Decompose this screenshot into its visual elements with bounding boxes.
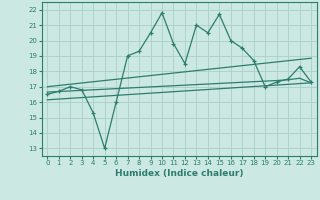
X-axis label: Humidex (Indice chaleur): Humidex (Indice chaleur) [115, 169, 244, 178]
